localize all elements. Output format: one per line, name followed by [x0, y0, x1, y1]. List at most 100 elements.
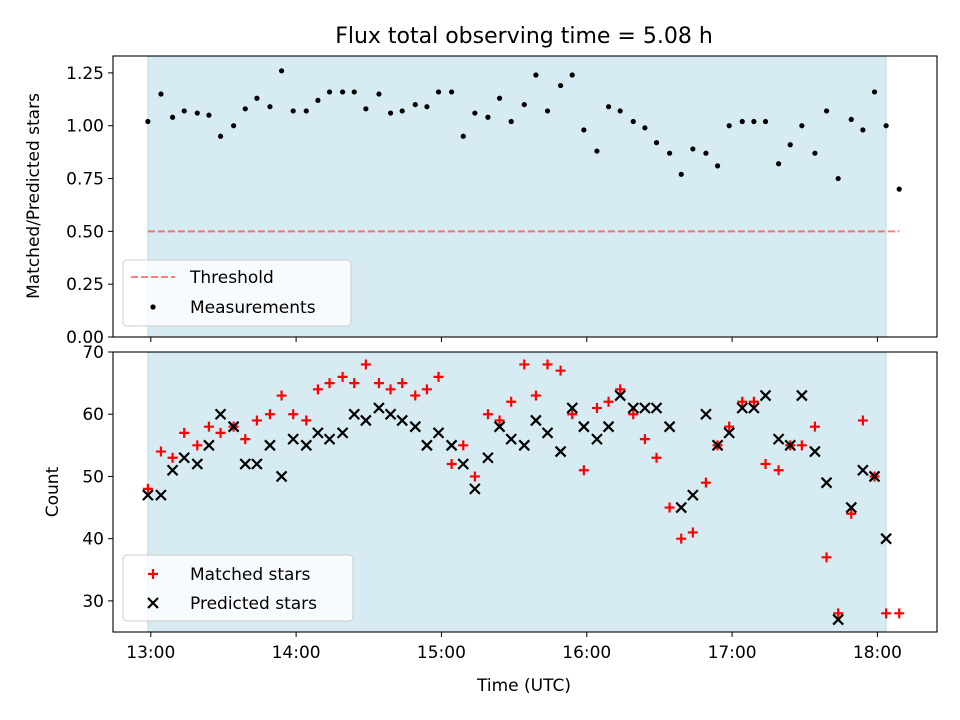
matched-star-marker [809, 421, 820, 432]
measurement-point [303, 108, 309, 114]
legend-matched-label: Matched stars [190, 565, 310, 585]
measurement-point [605, 104, 612, 110]
matched-star-marker [676, 533, 687, 544]
matched-star-marker [555, 365, 566, 376]
matched-star-marker [276, 390, 287, 401]
predicted-star-marker [880, 532, 892, 545]
y-tick-label: 0.25 [66, 275, 104, 295]
matched-star-marker [773, 465, 784, 476]
predicted-star-marker [360, 414, 372, 427]
matched-star-marker [833, 608, 844, 619]
x-tick-label: 14:00 [272, 643, 321, 663]
measurement-point [340, 89, 346, 95]
measurement-point [485, 114, 491, 120]
measurement-point [678, 171, 684, 177]
predicted-star-marker [493, 420, 506, 433]
y-tick-label: 40 [82, 530, 104, 550]
predicted-star-marker [578, 420, 590, 433]
matched-star-marker [421, 384, 432, 395]
matched-star-marker [142, 483, 153, 494]
predicted-star-marker [214, 408, 227, 420]
measurement-point [799, 123, 805, 129]
matched-star-marker [192, 440, 203, 451]
predicted-star-marker [251, 458, 263, 470]
matched-star-marker [591, 403, 602, 413]
predicted-star-marker [445, 439, 458, 452]
predicted-star-marker [142, 489, 154, 501]
predicted-star-marker [323, 433, 336, 445]
measurement-point [617, 108, 623, 114]
matched-star-marker [360, 359, 371, 370]
measurement-point [217, 133, 224, 139]
matched-star-marker [179, 427, 190, 438]
predicted-star-marker [650, 402, 663, 414]
matched-star-marker [506, 396, 517, 407]
matched-star-marker [687, 527, 698, 538]
predicted-star-marker [384, 408, 397, 420]
y-tick-label: 0.00 [66, 328, 104, 348]
measurement-point [424, 104, 430, 110]
predicted-star-marker [700, 408, 712, 420]
legend-threshold-label: Threshold [189, 268, 274, 288]
measurement-point [835, 175, 841, 182]
predicted-star-marker [239, 458, 252, 470]
predicted-star-marker [772, 433, 785, 445]
measurement-point [666, 150, 673, 156]
predicted-star-marker [505, 433, 517, 445]
measurement-point [751, 118, 757, 125]
matched-star-marker [373, 378, 384, 389]
predicted-star-marker [336, 427, 349, 439]
measurement-point [449, 89, 455, 95]
legend-predicted-swatch [147, 597, 159, 609]
measurement-point [242, 106, 248, 112]
matched-star-marker [167, 452, 178, 463]
measurement-point [896, 186, 902, 192]
predicted-star-marker [300, 439, 313, 452]
legend-measurements-label: Measurements [190, 298, 316, 318]
measurement-point [653, 140, 660, 146]
matched-star-marker [482, 409, 493, 420]
measurement-point [848, 116, 854, 122]
axes-frame [112, 351, 938, 633]
matched-star-marker [240, 434, 251, 445]
predicted-star-marker [857, 464, 869, 476]
predicted-star-marker [287, 433, 299, 445]
measurement-point [387, 110, 394, 116]
measurement-point [533, 72, 539, 78]
measurement-point [326, 89, 333, 95]
measurement-point [762, 118, 769, 125]
measurement-point [883, 123, 889, 129]
predicted-star-marker [541, 427, 554, 439]
legend-box [122, 554, 354, 622]
measurement-point [290, 108, 296, 114]
predicted-star-marker [155, 489, 167, 501]
measurement-point [860, 127, 866, 133]
measurement-point [460, 133, 466, 139]
predicted-star-marker [796, 389, 808, 402]
predicted-star-marker [736, 402, 749, 414]
measurement-point [703, 150, 709, 156]
matched-star-marker [215, 427, 226, 438]
predicted-star-marker [457, 458, 470, 470]
matched-star-marker [349, 378, 360, 389]
predicted-star-marker [530, 414, 542, 427]
predicted-star-marker [191, 458, 204, 470]
measurement-point [206, 112, 212, 118]
matched-star-marker [651, 452, 662, 463]
measurement-point [739, 118, 745, 125]
y-tick-label: 70 [82, 343, 104, 363]
matched-star-marker [264, 409, 275, 420]
matched-star-marker [446, 459, 457, 469]
matched-star-marker [542, 359, 553, 370]
axes-frame [112, 55, 938, 338]
measurement-point [351, 89, 357, 95]
matched-star-marker [748, 396, 759, 407]
predicted-star-marker [566, 402, 579, 414]
measurement-point [435, 89, 442, 95]
predicted-star-marker [639, 402, 651, 414]
measurement-point [194, 110, 200, 116]
predicted-star-marker [482, 452, 494, 464]
matched-star-marker [337, 371, 348, 382]
predicted-star-marker [868, 470, 881, 483]
matched-star-marker [469, 471, 480, 482]
